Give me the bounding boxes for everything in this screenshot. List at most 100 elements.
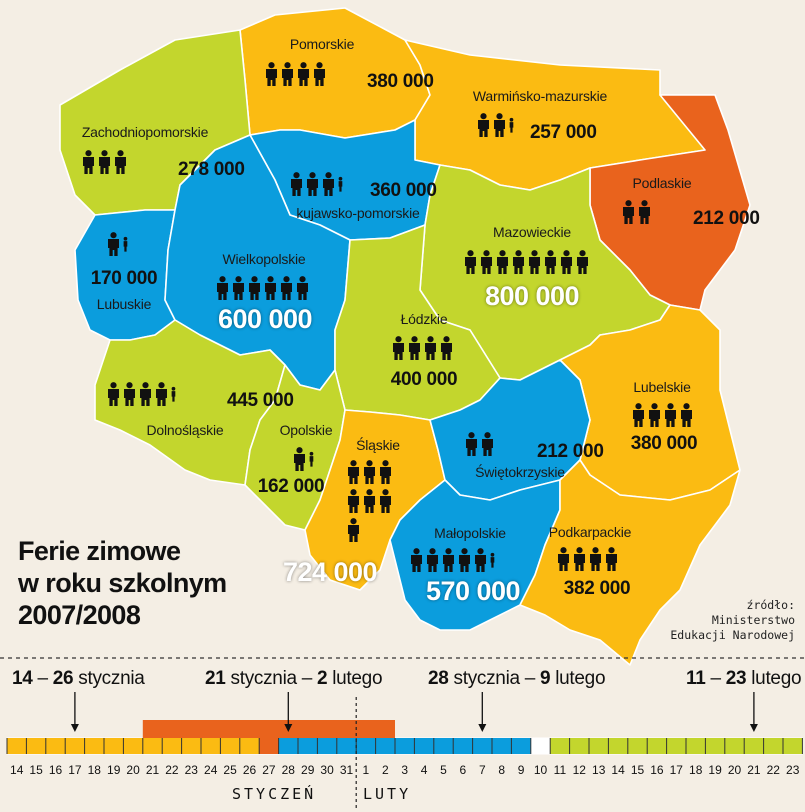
map-title: Ferie zimowe w roku szkolnym 2007/2008 <box>18 535 227 631</box>
period-text: 26 <box>52 668 74 689</box>
person-icon <box>425 336 436 360</box>
region-name-podkarpackie: Podkarpackie <box>548 524 632 540</box>
person-icon <box>633 403 644 427</box>
day-label: 16 <box>49 763 63 777</box>
title-line-1: Ferie zimowe <box>18 536 181 566</box>
day-label: 28 <box>282 763 296 777</box>
person-icon <box>478 113 489 137</box>
region-name-dolnoslaskie: Dolnośląskie <box>146 422 224 438</box>
period-text: 14 <box>12 668 33 689</box>
period-bar-4 <box>550 738 803 754</box>
person-icon <box>297 276 308 300</box>
day-label: 8 <box>498 763 505 777</box>
person-icon <box>623 200 634 224</box>
source-note: źródło: Ministerstwo Edukacji Narodowej <box>670 598 795 643</box>
day-label: 17 <box>68 763 82 777</box>
person-icon <box>123 236 128 252</box>
person-icon <box>481 250 492 274</box>
person-icon <box>307 172 318 196</box>
day-label: 21 <box>747 763 761 777</box>
day-label: 29 <box>301 763 315 777</box>
holiday-timeline: 14 15 16 17 18 19 20 21 22 23 24 25 26 27 28 29 30 31 1 2 3 4… <box>0 657 805 810</box>
region-value-swietokrzyskie: 212 000 <box>537 441 604 462</box>
person-icon <box>108 382 119 406</box>
day-label: 15 <box>29 763 43 777</box>
person-icon <box>558 547 569 571</box>
region-value-opolskie: 162 000 <box>257 476 325 497</box>
arrow-head-icon <box>284 724 293 732</box>
region-name-zachodnio: Zachodniopomorskie <box>81 124 209 140</box>
region-name-swietokrzyskie: Świętokrzyskie <box>475 464 565 480</box>
region-name-malopolskie: Małopolskie <box>434 525 506 541</box>
person-icon <box>249 276 260 300</box>
period-text: lutego <box>327 668 383 689</box>
person-icon <box>494 113 505 137</box>
day-label: 19 <box>107 763 121 777</box>
day-label: 25 <box>223 763 237 777</box>
region-name-slaskie: Śląskie <box>356 437 400 453</box>
person-icon <box>291 172 302 196</box>
region-value-wielkopolskie: 600 000 <box>217 304 313 334</box>
day-label: 27 <box>262 763 276 777</box>
region-value-slaskie: 724 000 <box>282 557 378 587</box>
person-icon <box>217 276 228 300</box>
region-name-lodzkie: Łódzkie <box>400 311 448 327</box>
people-icons-mazowieckie <box>464 250 589 275</box>
person-icon <box>348 489 359 513</box>
person-icon <box>466 432 477 456</box>
day-label: 9 <box>518 763 525 777</box>
day-label: 30 <box>320 763 334 777</box>
day-label: 20 <box>728 763 742 777</box>
person-icon <box>545 250 556 274</box>
day-label: 22 <box>165 763 179 777</box>
region-name-lubuskie: Lubuskie <box>96 296 152 312</box>
person-icon <box>233 276 244 300</box>
person-icon <box>649 403 660 427</box>
person-icon <box>561 250 572 274</box>
person-icon <box>99 150 110 174</box>
day-label: 1 <box>363 763 370 777</box>
person-icon <box>681 403 692 427</box>
person-icon <box>475 548 486 572</box>
arrow-head-icon <box>70 724 79 732</box>
person-icon <box>427 548 438 572</box>
people-icons-podkarpackie <box>557 547 618 572</box>
month-label-february: LUTY <box>363 785 412 803</box>
person-icon <box>606 547 617 571</box>
region-name-warminsko: Warmińsko-mazurskie <box>472 88 608 104</box>
person-icon <box>348 518 359 542</box>
day-label: 19 <box>708 763 722 777</box>
region-value-kujawsko: 360 000 <box>370 180 437 201</box>
day-label: 5 <box>440 763 447 777</box>
person-icon <box>294 447 305 471</box>
region-name-lubelskie: Lubelskie <box>633 379 691 395</box>
people-icons-dolnoslaskie <box>107 382 179 407</box>
person-icon <box>323 172 334 196</box>
region-value-podkarpackie: 382 000 <box>563 578 631 599</box>
day-label: 21 <box>146 763 160 777</box>
person-icon <box>348 460 359 484</box>
period-text: 2 <box>316 668 328 689</box>
person-icon <box>115 150 126 174</box>
region-name-pomorskie: Pomorskie <box>289 36 355 52</box>
period-text: 23 <box>725 668 747 689</box>
person-icon <box>509 117 514 133</box>
person-icon <box>574 547 585 571</box>
period-text: – <box>705 668 726 689</box>
day-label: 2 <box>382 763 389 777</box>
day-label: 7 <box>479 763 486 777</box>
source-line-3: Edukacji Narodowej <box>670 628 795 642</box>
person-icon <box>490 552 495 568</box>
region-value-malopolskie: 570 000 <box>425 576 521 606</box>
period-text: 28 <box>428 668 449 689</box>
person-icon <box>171 386 176 402</box>
people-icons-swietokrzyskie <box>465 432 494 457</box>
people-icons-lubuskie <box>107 232 131 257</box>
person-icon <box>465 250 476 274</box>
person-icon <box>393 336 404 360</box>
person-icon <box>577 250 588 274</box>
person-icon <box>108 232 119 256</box>
day-label: 3 <box>401 763 408 777</box>
region-value-lodzkie: 400 000 <box>390 369 458 390</box>
